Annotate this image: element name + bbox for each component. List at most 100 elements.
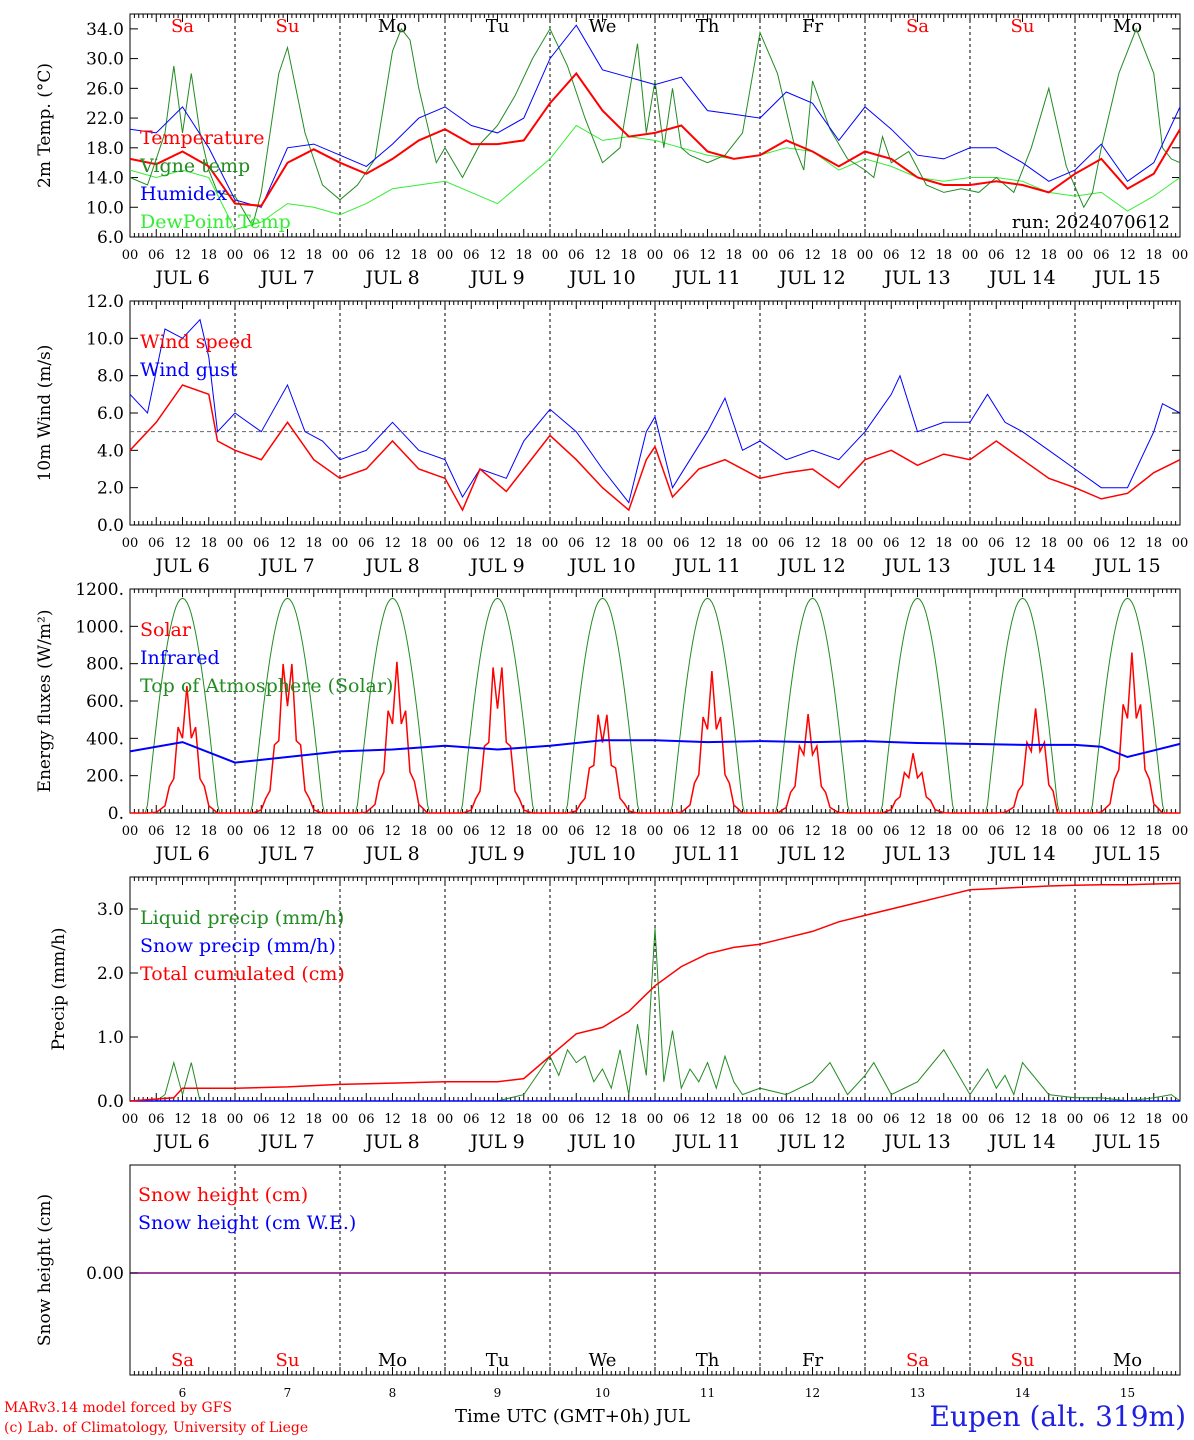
legend-entry: Snow height (cm)	[138, 1184, 308, 1206]
day-label: JUL 12	[777, 267, 845, 289]
hour-tick-label: 00	[962, 824, 979, 839]
day-number-label: 7	[284, 1386, 292, 1400]
weekday-label: Tu	[486, 16, 510, 37]
hour-tick-label: 18	[305, 248, 322, 263]
hour-tick-label: 12	[804, 248, 821, 263]
temp-series-2	[129, 24, 1181, 208]
hour-tick-label: 12	[1014, 1112, 1031, 1127]
hour-tick-label: 12	[699, 824, 716, 839]
hour-tick-label: 12	[804, 536, 821, 551]
hour-tick-label: 00	[437, 536, 454, 551]
hour-tick-label: 18	[410, 1112, 427, 1127]
hour-tick-label: 12	[1014, 248, 1031, 263]
hour-tick-label: 00	[542, 248, 559, 263]
station-label: Eupen (alt. 319m)	[929, 1400, 1186, 1433]
weekday-label: Sa	[171, 16, 194, 37]
hour-tick-label: 00	[122, 824, 139, 839]
y-tick-label: 0.	[108, 804, 124, 824]
legend-entry: Solar	[140, 619, 192, 641]
hour-tick-label: 00	[1067, 248, 1084, 263]
hour-tick-label: 06	[253, 536, 270, 551]
hour-tick-label: 18	[830, 1112, 847, 1127]
hour-tick-label: 06	[883, 1112, 900, 1127]
day-label: JUL 14	[987, 1131, 1055, 1153]
hour-tick-label: 18	[830, 824, 847, 839]
day-label: JUL 6	[153, 843, 209, 865]
day-label: JUL 9	[468, 843, 524, 865]
hour-tick-label: 12	[489, 248, 506, 263]
y-tick-label: 6.0	[97, 228, 124, 248]
day-number-label: 14	[1015, 1386, 1031, 1400]
day-label: JUL 12	[777, 555, 845, 577]
hour-tick-label: 18	[1145, 1112, 1162, 1127]
weekday-label: Th	[696, 1350, 720, 1371]
legend-entry: Humidex	[140, 183, 227, 205]
hour-tick-label: 18	[305, 1112, 322, 1127]
hour-tick-label: 18	[1040, 248, 1057, 263]
temp-series-1	[129, 27, 1181, 228]
hour-tick-label: 06	[148, 1112, 165, 1127]
hour-tick-label: 12	[489, 824, 506, 839]
day-label: JUL 14	[987, 267, 1055, 289]
hour-tick-label: 06	[253, 1112, 270, 1127]
weekday-label: We	[589, 16, 617, 37]
infrared-series	[129, 739, 1181, 764]
y-tick-label: 1200.	[75, 580, 124, 600]
y-tick-label: 2.0	[97, 479, 124, 499]
hour-tick-label: 18	[620, 1112, 637, 1127]
y-tick-label: 8.0	[97, 367, 124, 387]
hour-tick-label: 00	[857, 1112, 874, 1127]
hour-tick-label: 18	[620, 536, 637, 551]
hour-tick-label: 00	[857, 824, 874, 839]
y-tick-label: 18.0	[86, 139, 124, 159]
hour-tick-label: 12	[909, 1112, 926, 1127]
hour-tick-label: 06	[988, 248, 1005, 263]
hour-tick-label: 18	[410, 536, 427, 551]
hour-tick-label: 00	[122, 536, 139, 551]
weekday-label: Th	[696, 16, 720, 37]
wind-gust-series	[129, 318, 1181, 504]
hour-tick-label: 00	[437, 1112, 454, 1127]
hour-tick-label: 18	[935, 536, 952, 551]
weekday-label: We	[589, 1350, 617, 1371]
hour-tick-label: 18	[935, 248, 952, 263]
hour-tick-label: 00	[752, 1112, 769, 1127]
legend-entry: Total cumulated (cm)	[140, 963, 345, 985]
y-tick-label: 3.0	[97, 900, 124, 920]
y-tick-label: 0.0	[97, 516, 124, 536]
day-number-label: 11	[700, 1386, 715, 1400]
hour-tick-label: 12	[699, 1112, 716, 1127]
y-tick-label: 22.0	[86, 109, 124, 129]
hour-tick-label: 18	[515, 536, 532, 551]
y-axis-label: Snow height (cm)	[35, 1194, 55, 1346]
day-label: JUL 7	[258, 1131, 314, 1153]
day-label: JUL 8	[363, 555, 419, 577]
y-tick-label: 1000.	[75, 617, 124, 637]
day-label: JUL 15	[1092, 1131, 1160, 1153]
y-tick-label: 10.0	[86, 198, 124, 218]
y-axis-label: Precip (mm/h)	[49, 927, 69, 1050]
hour-tick-label: 12	[594, 1112, 611, 1127]
day-label: JUL 10	[567, 555, 635, 577]
total-cumulated-series	[129, 882, 1181, 1102]
hour-tick-label: 18	[725, 824, 742, 839]
hour-tick-label: 18	[200, 1112, 217, 1127]
hour-tick-label: 00	[857, 248, 874, 263]
y-tick-label: 12.0	[86, 292, 124, 312]
hour-tick-label: 12	[1119, 824, 1136, 839]
day-label: JUL 11	[672, 843, 740, 865]
day-label: JUL 9	[468, 555, 524, 577]
day-label: JUL 11	[672, 555, 740, 577]
day-label: JUL 9	[468, 1131, 524, 1153]
hour-tick-label: 18	[1040, 824, 1057, 839]
hour-tick-label: 00	[122, 1112, 139, 1127]
hour-tick-label: 18	[410, 248, 427, 263]
hour-tick-label: 12	[1014, 536, 1031, 551]
hour-tick-label: 06	[148, 536, 165, 551]
hour-tick-label: 06	[988, 1112, 1005, 1127]
hour-tick-label: 06	[463, 536, 480, 551]
hour-tick-label: 00	[1067, 1112, 1084, 1127]
hour-tick-label: 12	[279, 1112, 296, 1127]
weekday-label: Su	[276, 16, 300, 37]
